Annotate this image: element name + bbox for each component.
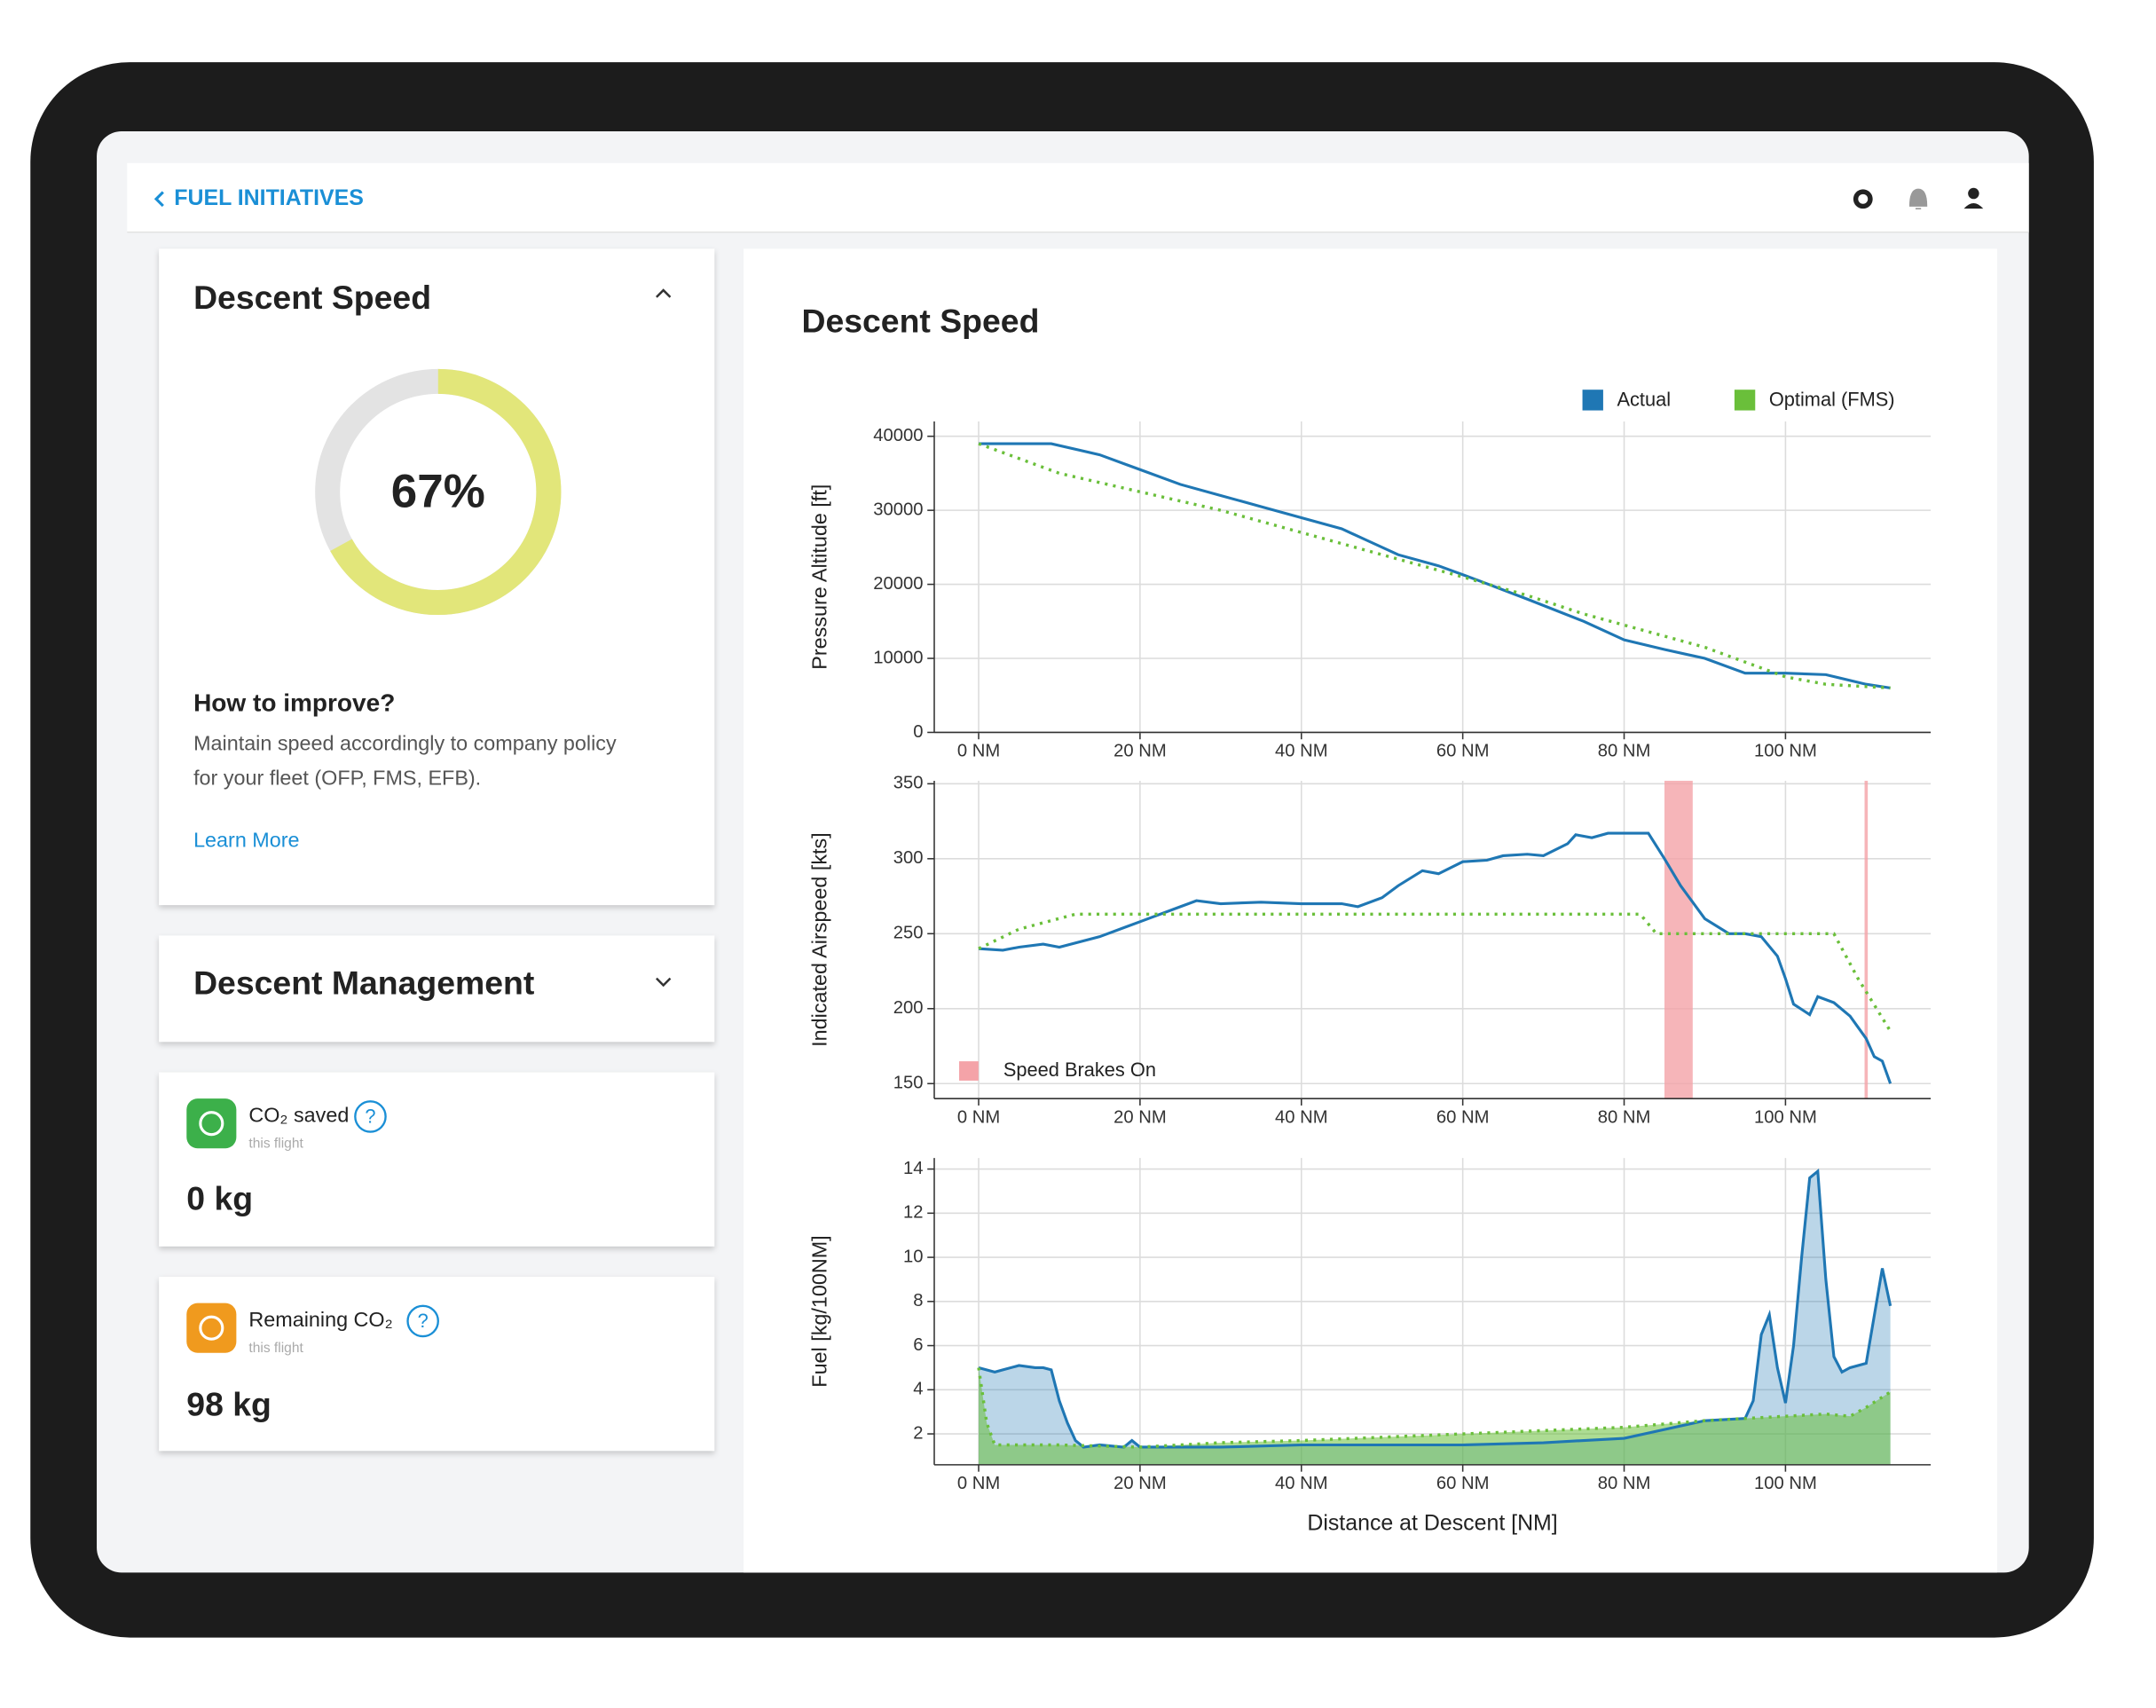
y-tick-label: 30000	[873, 500, 923, 519]
series-line	[977, 1367, 1892, 1449]
x-tick-label: 0 NM	[957, 1474, 1000, 1493]
collapse-chevron[interactable]	[656, 288, 672, 298]
descent-speed-card	[159, 248, 715, 906]
x-tick-label: 20 NM	[1113, 1107, 1167, 1127]
chart-panel	[744, 248, 1997, 1573]
gauge-label: 67%	[391, 466, 485, 518]
help-icon[interactable]	[354, 1100, 387, 1133]
improve-text: for your fleet (OFP, FMS, EFB).	[193, 767, 481, 790]
y-tick-label: 200	[893, 998, 924, 1018]
card-title: Descent Speed	[193, 279, 431, 316]
x-axis-label: Distance at Descent [NM]	[1307, 1510, 1557, 1535]
legend-label: Actual	[1617, 388, 1672, 410]
series-line	[979, 442, 1891, 689]
learn-more-link[interactable]: Learn More	[193, 829, 299, 852]
y-tick-label: 350	[893, 774, 924, 793]
help-icon[interactable]	[406, 1304, 439, 1338]
y-axis-label: Indicated Airspeed [kts]	[807, 832, 830, 1047]
x-tick-label: 60 NM	[1436, 1474, 1490, 1493]
improve-text: Maintain speed accordingly to company po…	[193, 732, 617, 755]
y-tick-label: 2	[913, 1423, 923, 1443]
x-tick-label: 40 NM	[1275, 742, 1328, 761]
back-chevron[interactable]	[153, 191, 164, 208]
y-axis-label: Fuel [kg/100NM]	[807, 1235, 830, 1387]
user-icon[interactable]	[1963, 187, 1984, 209]
y-tick-label: 40000	[873, 426, 923, 445]
speed-brake-span	[1664, 780, 1693, 1099]
x-tick-label: 60 NM	[1436, 742, 1490, 761]
notification-icon[interactable]	[1908, 188, 1928, 209]
y-tick-label: 150	[893, 1074, 924, 1093]
leaf-icon-glyph	[199, 1315, 224, 1341]
legend-swatch	[1734, 390, 1756, 411]
metric-sublabel: this flight	[248, 1341, 303, 1356]
remaining-co2-card	[159, 1277, 715, 1452]
y-tick-label: 0	[913, 722, 923, 742]
y-tick-label: 300	[893, 848, 924, 868]
card-title: Descent Management	[193, 964, 534, 1001]
x-tick-label: 100 NM	[1754, 1474, 1817, 1493]
header-bar	[127, 162, 2029, 232]
y-tick-label: 14	[903, 1159, 924, 1178]
y-tick-label: 6	[913, 1335, 923, 1355]
x-tick-label: 80 NM	[1598, 1474, 1651, 1493]
leaf-icon	[186, 1303, 237, 1353]
expand-chevron[interactable]	[656, 977, 672, 988]
y-tick-label: 8	[913, 1291, 923, 1311]
gauge-arc	[315, 368, 562, 616]
x-tick-label: 60 NM	[1436, 1107, 1490, 1127]
back-link[interactable]: FUEL INITIATIVES	[174, 185, 364, 210]
legend-label: Speed Brakes On	[1003, 1059, 1156, 1081]
y-tick-label: 250	[893, 924, 924, 943]
metric-label: Remaining CO₂	[248, 1308, 392, 1331]
improve-title: How to improve?	[193, 689, 395, 717]
series-line	[978, 1168, 1892, 1449]
metric-sublabel: this flight	[248, 1137, 303, 1152]
area-fill	[979, 1367, 1891, 1465]
y-tick-label: 20000	[873, 574, 923, 594]
panel-title: Descent Speed	[801, 302, 1039, 339]
x-tick-label: 40 NM	[1275, 1474, 1328, 1493]
x-tick-label: 100 NM	[1754, 1107, 1817, 1127]
series-line	[978, 831, 1892, 1084]
theme-icon[interactable]	[1853, 189, 1873, 209]
x-tick-label: 20 NM	[1113, 742, 1167, 761]
co2-saved-card	[159, 1072, 715, 1247]
metric-value: 0 kg	[186, 1179, 253, 1216]
series-line	[978, 912, 1892, 1033]
x-tick-label: 0 NM	[957, 742, 1000, 761]
x-tick-label: 20 NM	[1113, 1474, 1167, 1493]
y-tick-label: 4	[913, 1380, 923, 1399]
legend-label: Optimal (FMS)	[1769, 388, 1895, 410]
x-tick-label: 80 NM	[1598, 742, 1651, 761]
legend-swatch	[959, 1061, 979, 1081]
x-tick-label: 100 NM	[1754, 742, 1817, 761]
metric-value: 98 kg	[186, 1385, 271, 1422]
leaf-icon-glyph	[199, 1111, 224, 1137]
leaf-icon	[186, 1098, 237, 1149]
metric-label: CO₂ saved	[248, 1104, 349, 1127]
help-glyph[interactable]: ?	[365, 1106, 375, 1128]
y-tick-label: 10000	[873, 648, 923, 667]
y-tick-label: 10	[903, 1247, 924, 1266]
x-tick-label: 40 NM	[1275, 1107, 1328, 1127]
help-glyph[interactable]: ?	[418, 1310, 429, 1332]
x-tick-label: 80 NM	[1598, 1107, 1651, 1127]
speed-brake-span	[1864, 780, 1869, 1099]
y-tick-label: 12	[903, 1203, 924, 1223]
x-tick-label: 0 NM	[957, 1107, 1000, 1127]
y-axis-label: Pressure Altitude [ft]	[807, 484, 830, 670]
descent-management-card[interactable]	[159, 935, 715, 1043]
legend-swatch	[1582, 390, 1603, 411]
